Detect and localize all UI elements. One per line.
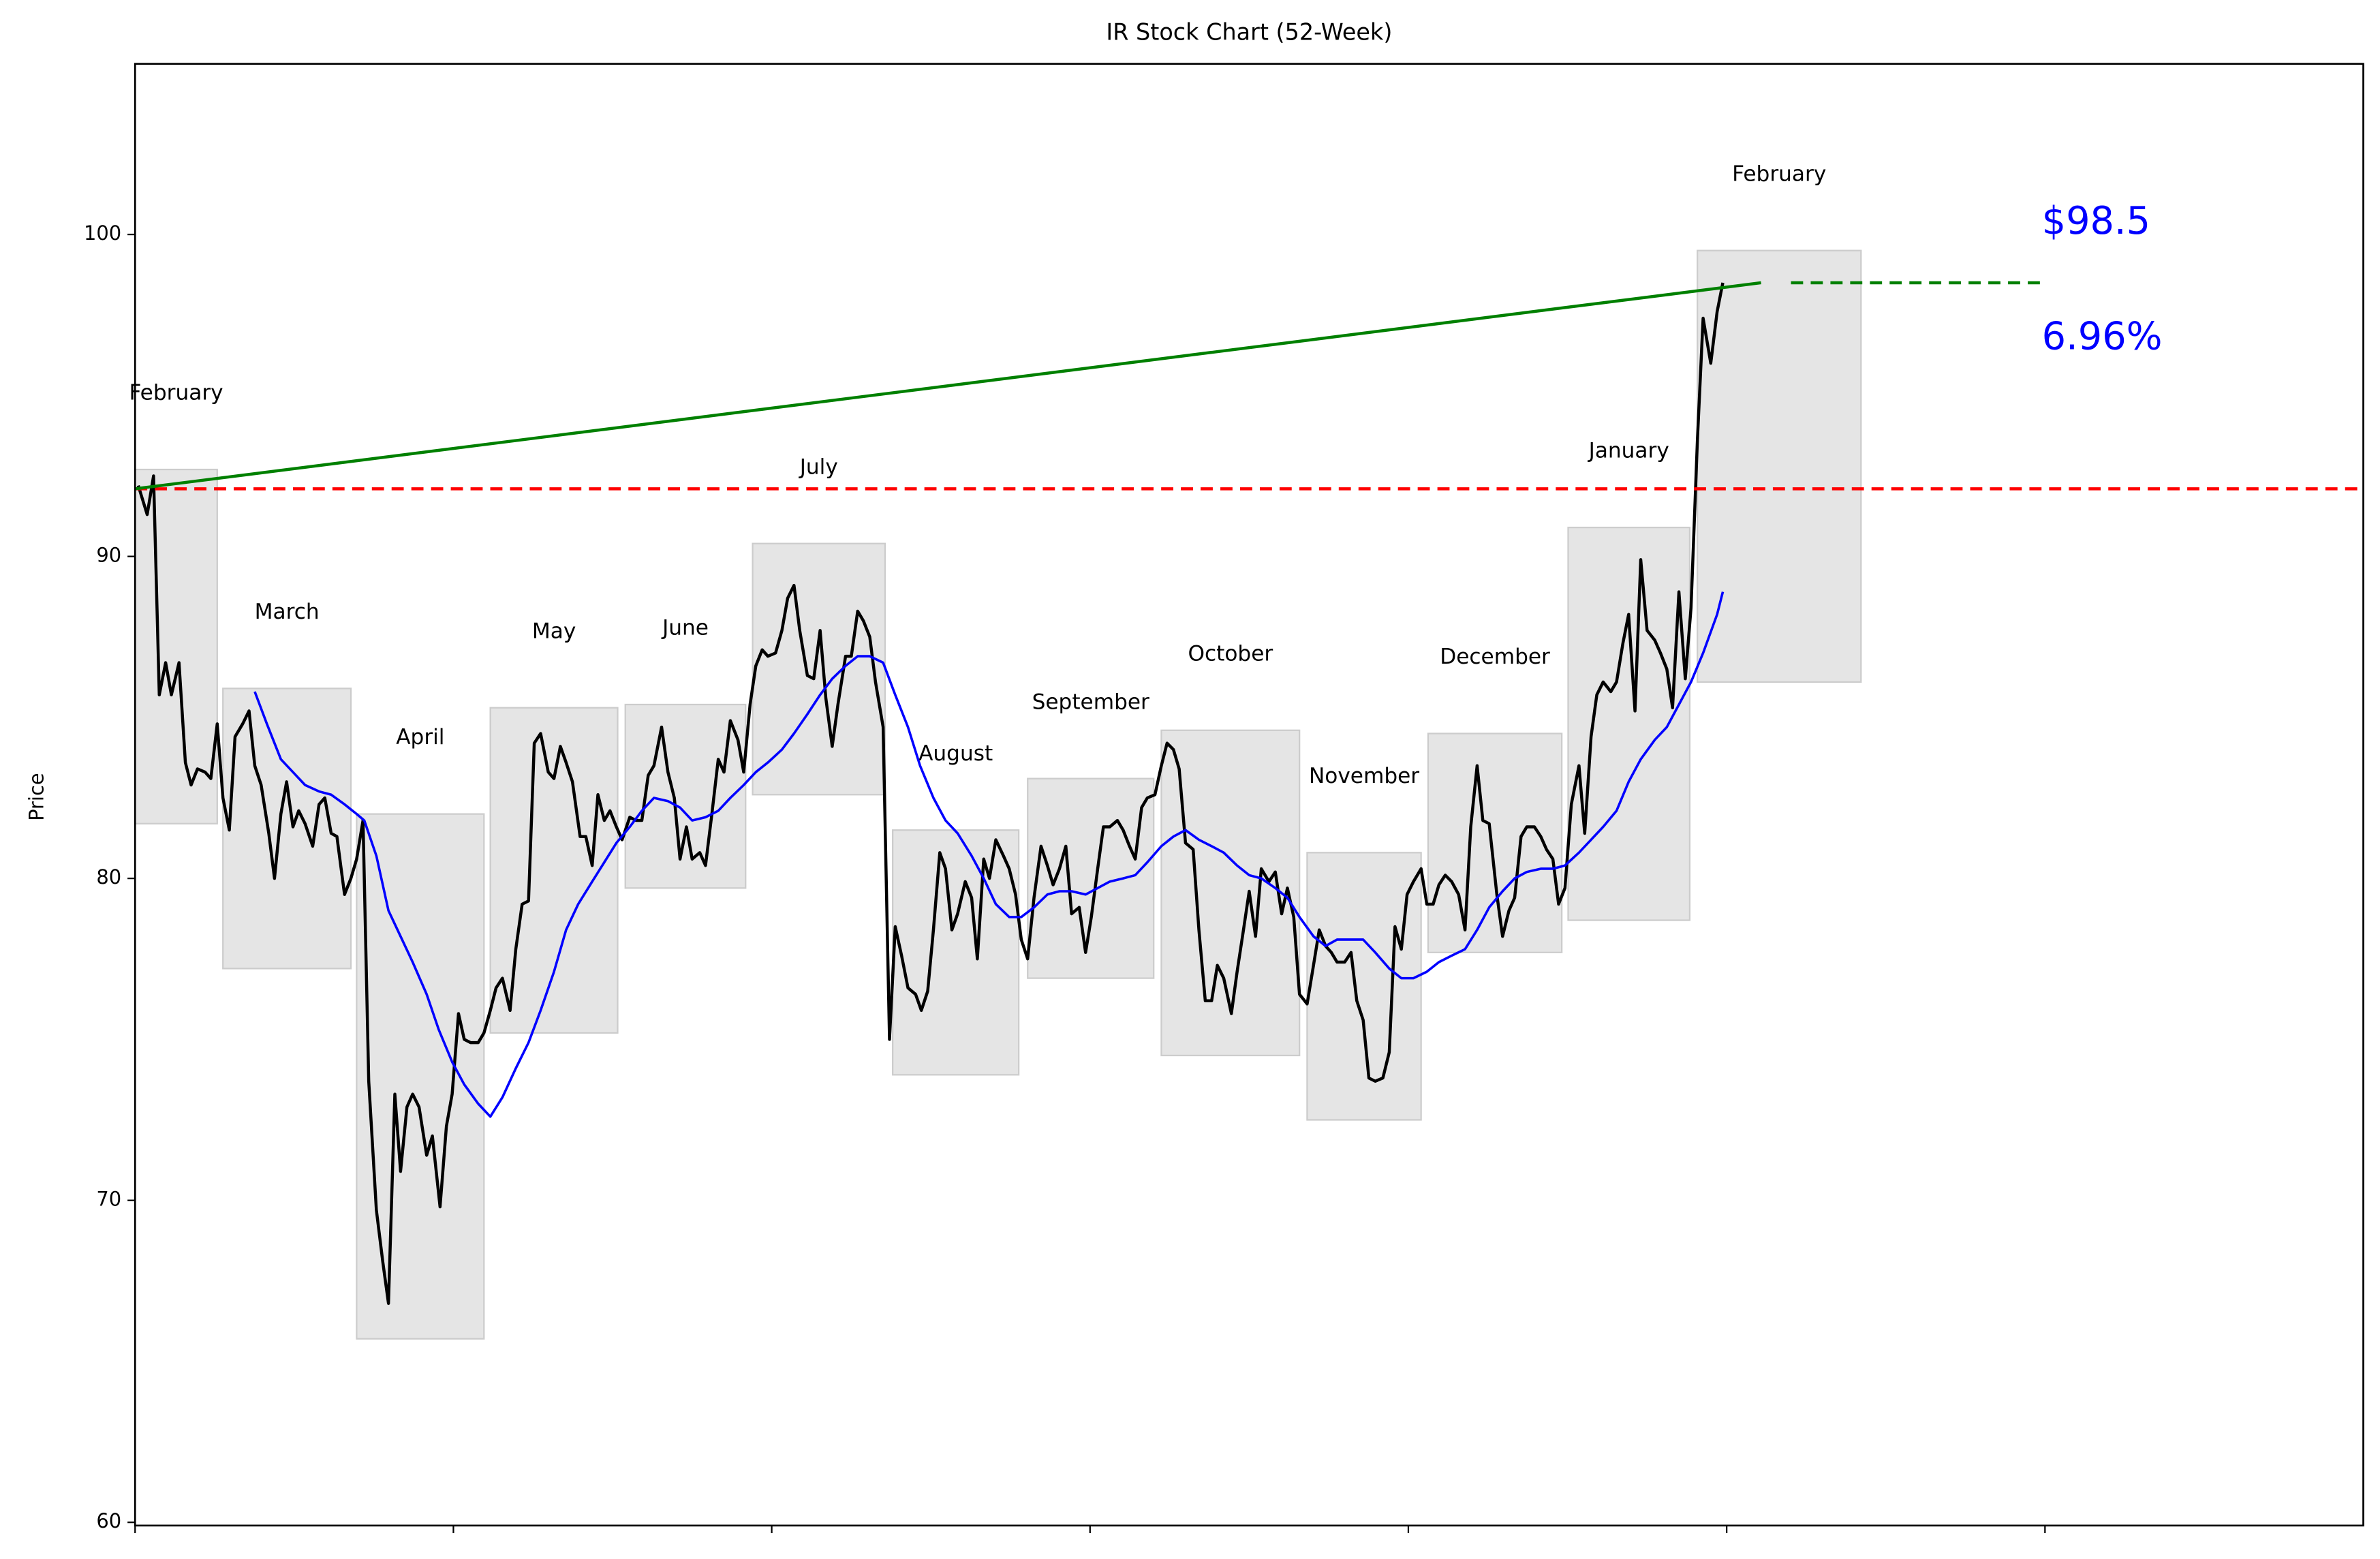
- month-label: February: [129, 381, 223, 405]
- y-tick-label: 90: [96, 544, 121, 567]
- month-box: [1160, 729, 1301, 1057]
- month-label: July: [799, 454, 838, 479]
- month-box: [1697, 249, 1862, 683]
- month-box: [1567, 526, 1691, 921]
- price-line: [136, 282, 1725, 1306]
- month-box: [1027, 777, 1155, 979]
- y-tick-label: 100: [84, 221, 121, 245]
- month-label: October: [1188, 641, 1273, 666]
- month-box: [892, 829, 1020, 1076]
- month-label: September: [1032, 690, 1149, 714]
- month-box: [1427, 732, 1563, 953]
- y-tick-label: 60: [96, 1509, 121, 1532]
- month-box: [134, 468, 218, 824]
- price-line: [253, 591, 1725, 1118]
- month-label: April: [396, 725, 444, 750]
- month-label: August: [918, 741, 993, 766]
- month-box: [356, 813, 485, 1340]
- month-label: March: [255, 600, 320, 624]
- month-label: June: [661, 616, 709, 640]
- y-tick-label: 80: [96, 865, 121, 889]
- plot-frame: [134, 63, 2364, 1527]
- month-box: [1306, 852, 1422, 1121]
- trend-line: [134, 281, 1761, 491]
- month-box: [752, 542, 886, 796]
- month-label: January: [1588, 439, 1669, 463]
- y-axis-label: Price: [25, 773, 48, 821]
- month-label: December: [1440, 645, 1550, 669]
- month-label: November: [1309, 764, 1419, 788]
- month-label: February: [1732, 161, 1826, 186]
- month-label: May: [532, 619, 576, 643]
- y-tick-label: 70: [96, 1188, 121, 1211]
- change-annotation: 6.96%: [2042, 315, 2163, 359]
- chart-title: IR Stock Chart (52-Week): [1106, 19, 1392, 46]
- price-annotation: $98.5: [2042, 199, 2150, 243]
